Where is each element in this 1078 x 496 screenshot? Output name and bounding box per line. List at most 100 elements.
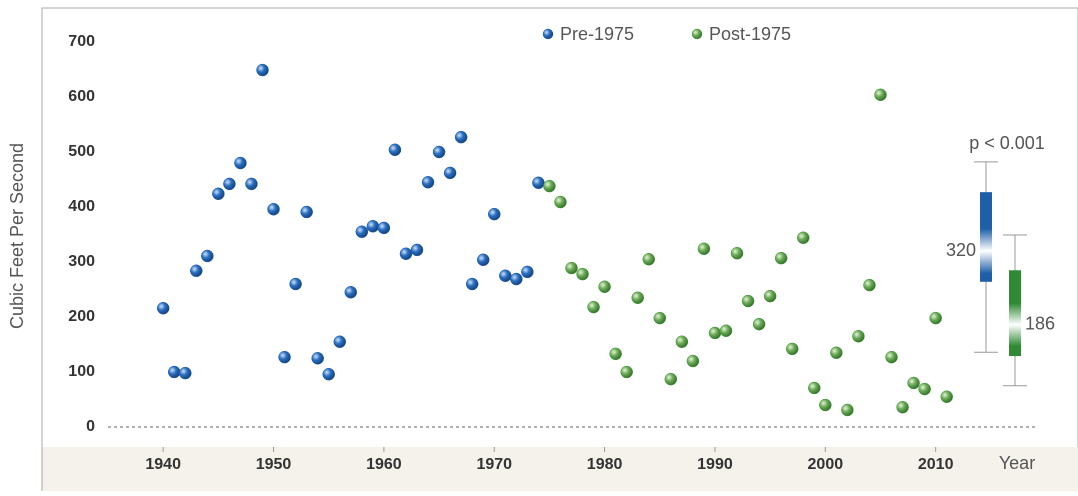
point [510, 273, 522, 285]
point [168, 366, 180, 378]
point [919, 383, 931, 395]
point [709, 327, 721, 339]
frame [42, 8, 1078, 491]
point [345, 286, 357, 298]
point [621, 366, 633, 378]
point [499, 270, 511, 282]
point [367, 220, 379, 232]
x-tick-label: 1960 [366, 456, 402, 473]
point [323, 368, 335, 380]
box [1009, 270, 1021, 356]
point [676, 336, 688, 348]
point [334, 336, 346, 348]
point [841, 404, 853, 416]
point [378, 222, 390, 234]
x-tick-label: 1990 [697, 456, 733, 473]
point [411, 244, 423, 256]
point [179, 367, 191, 379]
x-tick-label: 1950 [256, 456, 292, 473]
point [863, 279, 875, 291]
point [279, 351, 291, 363]
x-tick-label: 2000 [808, 456, 844, 473]
point [212, 188, 224, 200]
point [577, 268, 589, 280]
x-tick-label: 1970 [476, 456, 512, 473]
point [764, 290, 776, 302]
y-tick-label: 300 [68, 253, 95, 270]
point [786, 343, 798, 355]
point [698, 243, 710, 255]
point [886, 351, 898, 363]
point [554, 196, 566, 208]
point [532, 177, 544, 189]
x-tick-label: 1940 [145, 456, 181, 473]
point [808, 382, 820, 394]
point [157, 302, 169, 314]
point [444, 167, 456, 179]
point [720, 325, 732, 337]
y-tick-label: 400 [68, 198, 95, 215]
point [908, 377, 920, 389]
point [190, 265, 202, 277]
point [312, 352, 324, 364]
y-tick-label: 500 [68, 143, 95, 160]
legend-marker [692, 29, 702, 39]
point [488, 208, 500, 220]
point [455, 131, 467, 143]
point [665, 373, 677, 385]
y-tick-label: 700 [68, 33, 95, 50]
point [433, 146, 445, 158]
point [643, 253, 655, 265]
point [819, 399, 831, 411]
point [543, 180, 555, 192]
point [775, 252, 787, 264]
point [687, 355, 699, 367]
point [753, 318, 765, 330]
point [477, 254, 489, 266]
point [852, 330, 864, 342]
point [223, 178, 235, 190]
point [897, 401, 909, 413]
point [245, 178, 257, 190]
point [742, 295, 754, 307]
point [389, 144, 401, 156]
annotation: p < 0.001 [969, 133, 1045, 153]
point [201, 250, 213, 262]
point [731, 247, 743, 259]
point [599, 281, 611, 293]
legend-label: Pre-1975 [560, 24, 634, 44]
point [930, 312, 942, 324]
median-label: 320 [946, 240, 976, 260]
median-label: 186 [1025, 313, 1055, 333]
point [830, 347, 842, 359]
legend-marker [543, 29, 553, 39]
y-tick-label: 100 [68, 363, 95, 380]
x-tick-label: 2010 [918, 456, 954, 473]
point [521, 266, 533, 278]
point [610, 348, 622, 360]
point [875, 89, 887, 101]
point [654, 312, 666, 324]
point [632, 292, 644, 304]
x-tick-label: 1980 [587, 456, 623, 473]
point [466, 278, 478, 290]
point [797, 232, 809, 244]
point [400, 248, 412, 260]
point [301, 206, 313, 218]
point [941, 391, 953, 403]
y-tick-label: 600 [68, 88, 95, 105]
y-axis-label: Cubic Feet Per Second [7, 143, 27, 329]
x-axis-label: Year [999, 453, 1035, 473]
y-tick-label: 200 [68, 308, 95, 325]
legend-label: Post-1975 [709, 24, 791, 44]
point [588, 301, 600, 313]
y-tick-label: 0 [86, 418, 95, 435]
point [257, 64, 269, 76]
point [422, 176, 434, 188]
point [234, 157, 246, 169]
point [268, 203, 280, 215]
point [356, 226, 368, 238]
box [980, 192, 992, 282]
point [566, 262, 578, 274]
